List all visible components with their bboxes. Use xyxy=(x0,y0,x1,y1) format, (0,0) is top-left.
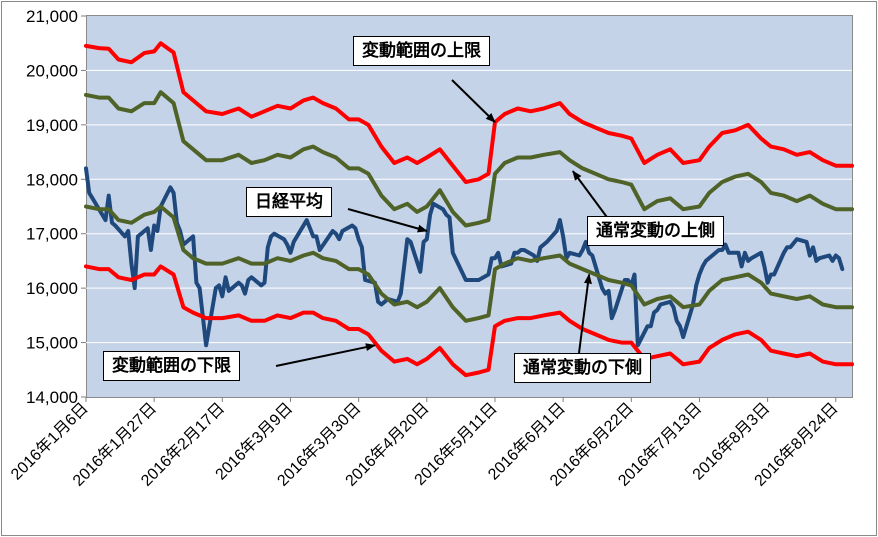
y-axis: 14,000 15,000 16,000 17,000 18,000 19,000 20,0… xyxy=(26,7,86,407)
callout-arrow xyxy=(451,79,496,123)
callout-arrow xyxy=(275,343,376,367)
y-tick-label: 14,000 xyxy=(26,388,78,407)
callout-arrow xyxy=(572,170,613,225)
series-line xyxy=(84,166,845,348)
y-tick-label: 21,000 xyxy=(26,7,78,26)
x-axis: 2016年1月6日2016年1月27日2016年2月17日2016年3月9日20… xyxy=(7,397,842,490)
callout-lower-limit: 変動範囲の下限 xyxy=(103,351,240,381)
y-tick-label: 20,000 xyxy=(26,61,78,80)
series-line xyxy=(84,41,854,184)
y-tick-label: 16,000 xyxy=(26,279,78,298)
y-tick-label: 19,000 xyxy=(26,116,78,135)
y-tick-label: 17,000 xyxy=(26,225,78,244)
y-tick-label: 15,000 xyxy=(26,334,78,353)
series-lines xyxy=(84,41,854,378)
callout-upper-limit: 変動範囲の上限 xyxy=(353,36,490,66)
callout-arrow xyxy=(578,273,592,354)
callout-arrow xyxy=(347,208,428,233)
callout-normal-lower: 通常変動の下側 xyxy=(514,353,651,383)
y-tick-label: 18,000 xyxy=(26,170,78,189)
series-line xyxy=(84,264,854,378)
callout-nikkei-average: 日経平均 xyxy=(246,187,332,217)
callout-normal-upper: 通常変動の上側 xyxy=(587,216,724,246)
series-line xyxy=(84,204,854,323)
plot-area xyxy=(86,15,853,398)
callout-arrows xyxy=(275,79,613,367)
series-line xyxy=(84,90,854,228)
